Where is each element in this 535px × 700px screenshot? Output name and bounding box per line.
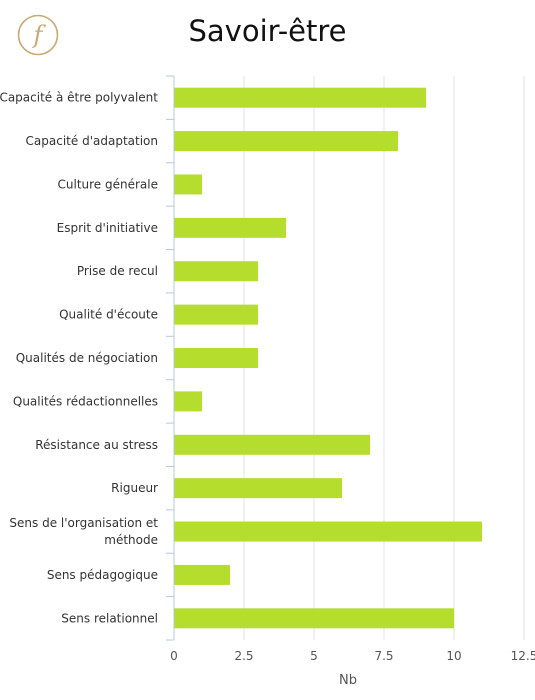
bar — [174, 608, 454, 629]
bar — [174, 87, 426, 108]
category-label-line: Qualité d'écoute — [59, 308, 158, 322]
category-label: Sens de l'organisation et méthode — [9, 516, 158, 547]
bar — [174, 478, 342, 499]
bar — [174, 131, 398, 152]
y-axis — [166, 75, 175, 641]
category-label: Prise de recul — [77, 264, 158, 278]
category-label-line: Qualités de négociation — [16, 351, 158, 365]
x-tick-label: 2.5 — [234, 649, 253, 663]
bar — [174, 434, 370, 455]
category-label: Rigueur — [111, 481, 158, 495]
category-label-line: Capacité d'adaptation — [26, 134, 158, 148]
category-label: Capacité d'adaptation — [26, 134, 158, 148]
x-tick-label: 12.5 — [511, 649, 535, 663]
category-label: Sens relationnel — [61, 611, 158, 625]
x-tick-labels: 0 2.5 5 7.5 10 12.5 — [170, 649, 535, 663]
bar — [174, 174, 202, 195]
bar — [174, 521, 482, 542]
bar — [174, 564, 230, 585]
category-label-line: Capacité à être polyvalent — [0, 91, 158, 105]
x-tick-label: 5 — [310, 649, 318, 663]
category-label-line: Sens de l'organisation et — [9, 516, 158, 530]
bar — [174, 304, 258, 325]
logo-ring — [17, 14, 59, 56]
category-label-line: Résistance au stress — [35, 438, 158, 452]
brand-logo-icon: f — [17, 14, 59, 56]
x-tick-label: 0 — [170, 649, 178, 663]
category-label-line: Sens pédagogique — [47, 568, 158, 582]
bar — [174, 261, 258, 282]
category-label: Esprit d'initiative — [57, 221, 158, 235]
category-label: Qualité d'écoute — [59, 308, 158, 322]
category-label-line: Prise de recul — [77, 264, 158, 278]
x-tick-label: 10 — [446, 649, 461, 663]
bar — [174, 391, 202, 412]
category-label: Qualités de négociation — [16, 351, 158, 365]
gridlines — [243, 76, 525, 640]
bar — [174, 348, 258, 368]
category-label-line: méthode — [104, 533, 158, 547]
bar — [174, 217, 286, 238]
category-label: Culture générale — [58, 177, 159, 191]
category-label: Capacité à être polyvalent — [0, 91, 158, 105]
category-labels: Capacité à être polyvalent Capacité d'ada… — [0, 91, 158, 626]
chart-title: Savoir-être — [188, 14, 347, 48]
category-label-line: Rigueur — [111, 481, 158, 495]
bars — [174, 87, 482, 629]
x-axis-title: Nb — [339, 673, 357, 688]
category-label-line: Esprit d'initiative — [57, 221, 158, 235]
x-tick-label: 7.5 — [374, 649, 393, 663]
category-label: Qualités rédactionnelles — [13, 394, 158, 408]
category-label: Sens pédagogique — [47, 568, 158, 582]
category-label-line: Sens relationnel — [61, 611, 158, 625]
category-label-line: Qualités rédactionnelles — [13, 394, 158, 408]
category-label-line: Culture générale — [58, 177, 159, 191]
category-label: Résistance au stress — [35, 438, 158, 452]
